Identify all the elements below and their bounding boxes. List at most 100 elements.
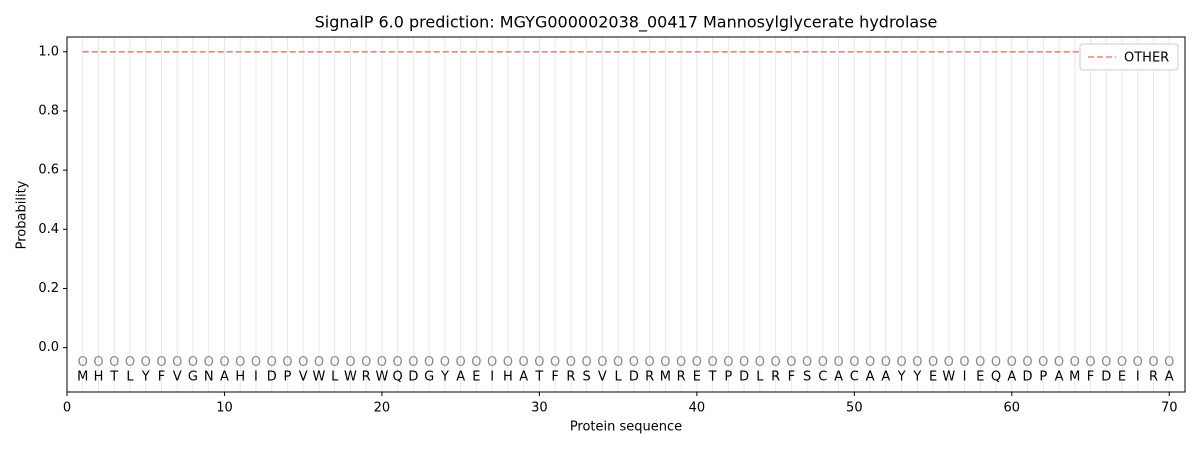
x-tick-label: 50 bbox=[846, 401, 863, 416]
residue-label: L bbox=[756, 370, 764, 385]
residue-label: M bbox=[660, 370, 671, 385]
prediction-label: O bbox=[282, 355, 292, 370]
prediction-label: O bbox=[1054, 355, 1064, 370]
prediction-label: O bbox=[534, 355, 544, 370]
x-tick-label: 0 bbox=[63, 401, 71, 416]
residue-label: D bbox=[1023, 370, 1033, 385]
prediction-label: O bbox=[125, 355, 135, 370]
prediction-label: O bbox=[188, 355, 198, 370]
x-tick-label: 20 bbox=[374, 401, 391, 416]
residue-label: M bbox=[77, 370, 88, 385]
prediction-label: O bbox=[912, 355, 922, 370]
residue-label: I bbox=[490, 370, 494, 385]
prediction-label: O bbox=[613, 355, 623, 370]
residue-label: D bbox=[739, 370, 749, 385]
prediction-label: O bbox=[1101, 355, 1111, 370]
residue-label: A bbox=[881, 370, 890, 385]
residue-label: T bbox=[534, 370, 543, 385]
residue-label: Q bbox=[991, 370, 1001, 385]
prediction-label: O bbox=[896, 355, 906, 370]
prediction-label: O bbox=[456, 355, 466, 370]
prediction-label: O bbox=[141, 355, 151, 370]
y-tick-label: 0.0 bbox=[38, 340, 59, 355]
residue-label: W bbox=[313, 370, 326, 385]
prediction-label: O bbox=[109, 355, 119, 370]
residue-label: F bbox=[788, 370, 795, 385]
residue-label: F bbox=[158, 370, 165, 385]
residue-label: A bbox=[456, 370, 465, 385]
residue-label: H bbox=[235, 370, 245, 385]
residue-label: L bbox=[615, 370, 623, 385]
prediction-label: O bbox=[487, 355, 497, 370]
prediction-label: O bbox=[361, 355, 371, 370]
residue-label: D bbox=[629, 370, 639, 385]
residue-label: R bbox=[566, 370, 575, 385]
residue-label: G bbox=[424, 370, 434, 385]
prediction-label: O bbox=[78, 355, 88, 370]
plot-frame bbox=[66, 36, 1186, 393]
residue-label: E bbox=[693, 370, 701, 385]
prediction-label: O bbox=[1117, 355, 1127, 370]
residue-label: Y bbox=[141, 370, 150, 385]
prediction-label: O bbox=[597, 355, 607, 370]
residue-label: D bbox=[267, 370, 277, 385]
prediction-label: O bbox=[566, 355, 576, 370]
prediction-label: O bbox=[219, 355, 229, 370]
residue-label: T bbox=[708, 370, 717, 385]
prediction-label: O bbox=[1148, 355, 1158, 370]
y-tick-label: 0.8 bbox=[38, 103, 59, 118]
prediction-label: O bbox=[849, 355, 859, 370]
residue-label: R bbox=[1149, 370, 1158, 385]
residue-label: T bbox=[109, 370, 118, 385]
residue-label: V bbox=[173, 370, 182, 385]
prediction-label: O bbox=[93, 355, 103, 370]
prediction-label: O bbox=[692, 355, 702, 370]
residue-label: H bbox=[94, 370, 104, 385]
y-tick-label: 1.0 bbox=[38, 44, 59, 59]
prediction-label: O bbox=[944, 355, 954, 370]
x-tick-label: 60 bbox=[1004, 401, 1021, 416]
residue-label: M bbox=[1069, 370, 1080, 385]
residue-label: W bbox=[942, 370, 955, 385]
legend-box bbox=[1079, 43, 1179, 71]
residue-label: R bbox=[771, 370, 780, 385]
residue-label: I bbox=[1136, 370, 1140, 385]
prediction-label: O bbox=[424, 355, 434, 370]
prediction-label: O bbox=[770, 355, 780, 370]
residue-label: A bbox=[519, 370, 528, 385]
residue-label: E bbox=[472, 370, 480, 385]
prediction-label: O bbox=[786, 355, 796, 370]
prediction-label: O bbox=[172, 355, 182, 370]
prediction-label: O bbox=[928, 355, 938, 370]
x-tick-label: 10 bbox=[216, 401, 233, 416]
prediction-label: O bbox=[865, 355, 875, 370]
prediction-label: O bbox=[975, 355, 985, 370]
legend-label: OTHER bbox=[1124, 51, 1169, 66]
x-tick-label: 70 bbox=[1161, 401, 1178, 416]
residue-label: A bbox=[1007, 370, 1016, 385]
prediction-label: O bbox=[739, 355, 749, 370]
prediction-label: O bbox=[1085, 355, 1095, 370]
prediction-label: O bbox=[1164, 355, 1174, 370]
prediction-label: O bbox=[235, 355, 245, 370]
prediction-label: O bbox=[345, 355, 355, 370]
residue-label: A bbox=[866, 370, 875, 385]
residue-label: D bbox=[1101, 370, 1111, 385]
prediction-label: O bbox=[707, 355, 717, 370]
prediction-label: O bbox=[1038, 355, 1048, 370]
prediction-label: O bbox=[802, 355, 812, 370]
y-tick-label: 0.2 bbox=[38, 281, 59, 296]
prediction-label: O bbox=[1070, 355, 1080, 370]
prediction-label: O bbox=[267, 355, 277, 370]
residue-label: L bbox=[126, 370, 134, 385]
prediction-label: O bbox=[991, 355, 1001, 370]
residue-label: D bbox=[408, 370, 418, 385]
prediction-label: O bbox=[440, 355, 450, 370]
prediction-label: O bbox=[377, 355, 387, 370]
prediction-label: O bbox=[582, 355, 592, 370]
residue-label: N bbox=[204, 370, 214, 385]
prediction-label: O bbox=[393, 355, 403, 370]
prediction-label: O bbox=[881, 355, 891, 370]
prediction-label: O bbox=[330, 355, 340, 370]
prediction-label: O bbox=[1022, 355, 1032, 370]
